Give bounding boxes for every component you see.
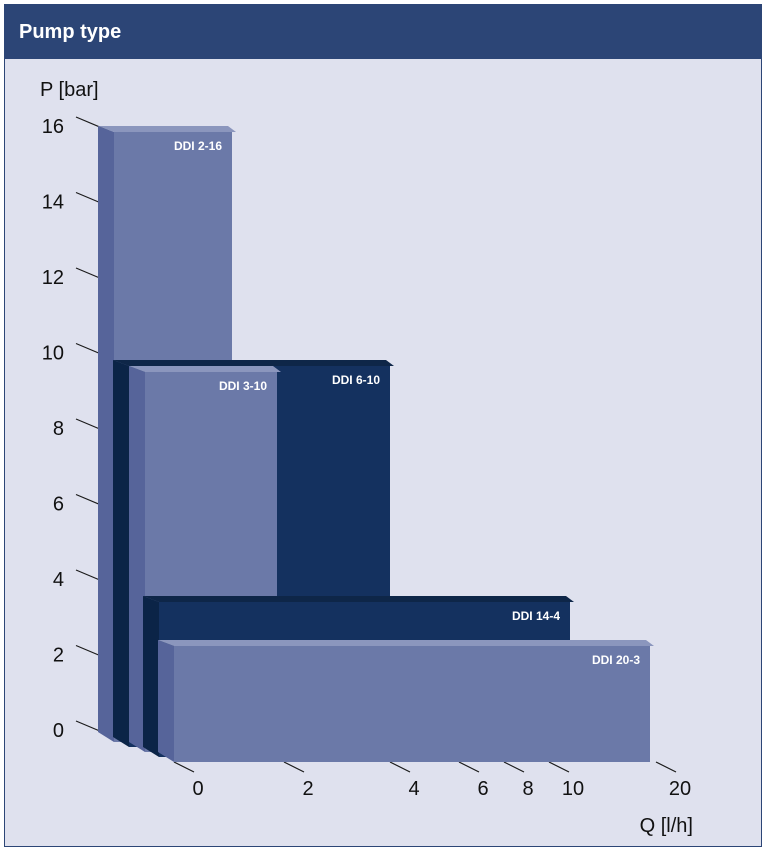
bar-side bbox=[113, 360, 129, 747]
panel-header: Pump type bbox=[5, 5, 761, 59]
y-tick-label: 16 bbox=[42, 116, 64, 138]
bar-label: DDI 2-16 bbox=[174, 139, 222, 153]
x-tick-label: 6 bbox=[477, 778, 488, 800]
x-axis-label: Q [l/h] bbox=[640, 815, 693, 837]
x-tick-label: 4 bbox=[408, 778, 419, 800]
x-tick-mark bbox=[458, 761, 480, 773]
bar-top bbox=[129, 366, 281, 372]
x-tick-label: 20 bbox=[669, 778, 691, 800]
x-tick-mark bbox=[389, 761, 411, 773]
y-tick-label: 2 bbox=[53, 645, 64, 667]
y-tick-label: 4 bbox=[53, 569, 64, 591]
y-tick-label: 6 bbox=[53, 494, 64, 516]
x-tick-label: 0 bbox=[192, 778, 203, 800]
bar-label: DDI 14-4 bbox=[512, 609, 560, 623]
bar-label: DDI 6-10 bbox=[332, 373, 380, 387]
bar-side bbox=[158, 640, 174, 762]
x-tick-mark bbox=[503, 761, 525, 773]
y-tick-label: 8 bbox=[53, 418, 64, 440]
x-tick-mark bbox=[283, 761, 305, 773]
y-tick-label: 0 bbox=[53, 720, 64, 742]
y-tick-label: 14 bbox=[42, 192, 64, 214]
y-axis-label: P [bar] bbox=[40, 79, 99, 101]
panel-title: Pump type bbox=[19, 21, 122, 43]
bar-side bbox=[98, 126, 114, 742]
x-tick-mark bbox=[548, 761, 570, 773]
bar-top bbox=[143, 596, 574, 602]
x-tick-label: 2 bbox=[302, 778, 313, 800]
x-tick-label: 10 bbox=[562, 778, 584, 800]
bar-top bbox=[113, 360, 394, 366]
bar-label: DDI 3-10 bbox=[219, 379, 267, 393]
x-tick-label: 8 bbox=[522, 778, 533, 800]
bar-side bbox=[129, 366, 145, 752]
x-tick-mark bbox=[655, 761, 677, 773]
bar-top bbox=[98, 126, 236, 132]
bar bbox=[174, 646, 650, 762]
y-tick-label: 10 bbox=[42, 343, 64, 365]
x-tick-mark bbox=[173, 761, 195, 773]
bar-label: DDI 20-3 bbox=[592, 653, 640, 667]
bar-top bbox=[158, 640, 654, 646]
y-tick-label: 12 bbox=[42, 267, 64, 289]
bar-side bbox=[143, 596, 159, 757]
